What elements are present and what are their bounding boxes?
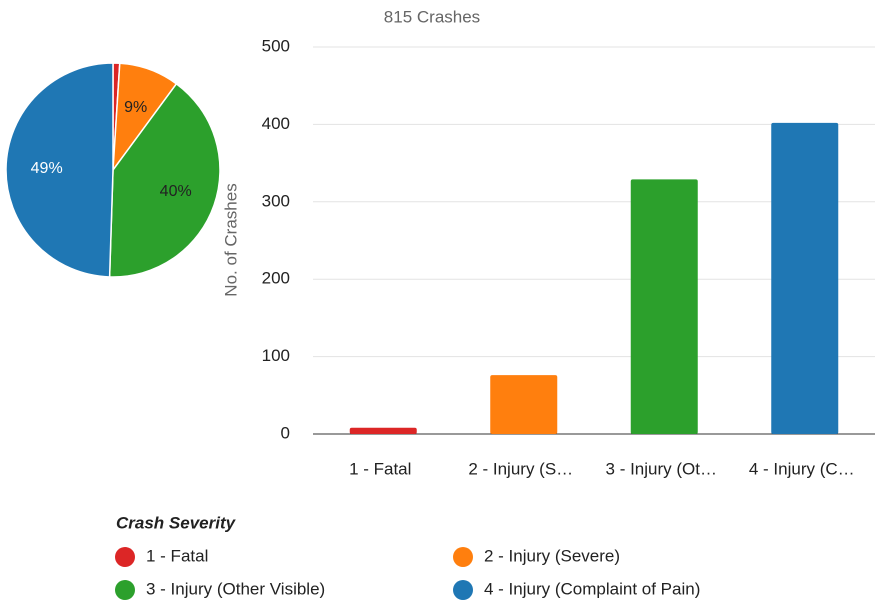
y-tick-label: 200 [262,269,290,288]
y-axis-label: No. of Crashes [221,183,240,296]
legend-label: 4 - Injury (Complaint of Pain) [484,579,700,598]
legend-swatch [453,547,473,567]
bar [349,427,417,434]
bar [630,179,698,434]
pie-label: 9% [124,99,147,116]
bar [771,122,839,435]
bar [490,375,558,434]
pie-label: 49% [31,160,63,177]
legend-swatch [115,547,135,567]
y-tick-label: 300 [262,191,290,210]
legend-swatch [115,580,135,600]
pie-label: 40% [160,183,192,200]
x-tick-label: 2 - Injury (S… [468,459,573,478]
pie-slice [108,82,221,278]
chart-title: 815 Crashes [384,7,480,26]
y-tick-label: 0 [281,423,290,442]
x-tick-label: 3 - Injury (Ot… [606,459,717,478]
x-tick-label: 4 - Injury (C… [749,459,855,478]
y-tick-label: 500 [262,36,290,55]
legend-label: 1 - Fatal [146,546,208,565]
legend-swatch [453,580,473,600]
y-tick-label: 400 [262,114,290,133]
y-tick-label: 100 [262,346,290,365]
legend-label: 3 - Injury (Other Visible) [146,579,325,598]
legend-label: 2 - Injury (Severe) [484,546,620,565]
pie-slice [5,62,114,278]
x-tick-label: 1 - Fatal [349,459,411,478]
legend-title: Crash Severity [116,513,237,532]
